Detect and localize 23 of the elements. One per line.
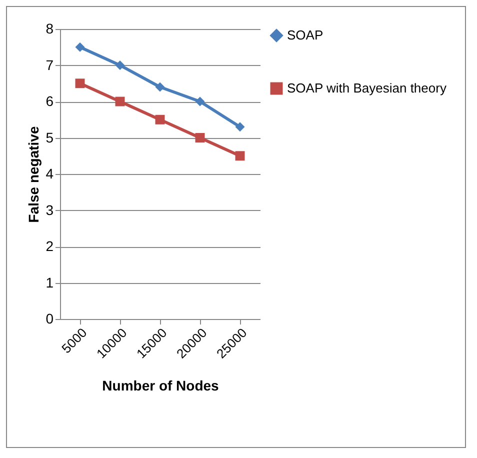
point (235, 122, 245, 132)
y-tick-label: 5 (46, 129, 54, 146)
legend-label: SOAP with Bayesian theory (287, 80, 447, 96)
y-tick-label: 8 (46, 20, 54, 36)
point (115, 60, 125, 70)
point (155, 114, 165, 124)
point (75, 42, 85, 52)
y-tick-label: 0 (46, 310, 54, 326)
point (155, 82, 165, 92)
x-axis-title: Number of Nodes (102, 377, 220, 394)
legend-label: SOAP (287, 28, 324, 42)
y-tick-label: 3 (46, 202, 54, 218)
point (195, 133, 205, 142)
y-axis-title: False negative (26, 126, 42, 223)
y-tick-label: 7 (46, 56, 54, 73)
y-tick-label: 1 (46, 274, 54, 290)
point (115, 96, 125, 106)
point (195, 96, 205, 106)
y-tick-label: 4 (46, 166, 54, 182)
point (235, 151, 245, 161)
y-tick-label: 6 (46, 93, 54, 109)
point (75, 78, 85, 88)
y-tick-label: 2 (46, 238, 54, 254)
